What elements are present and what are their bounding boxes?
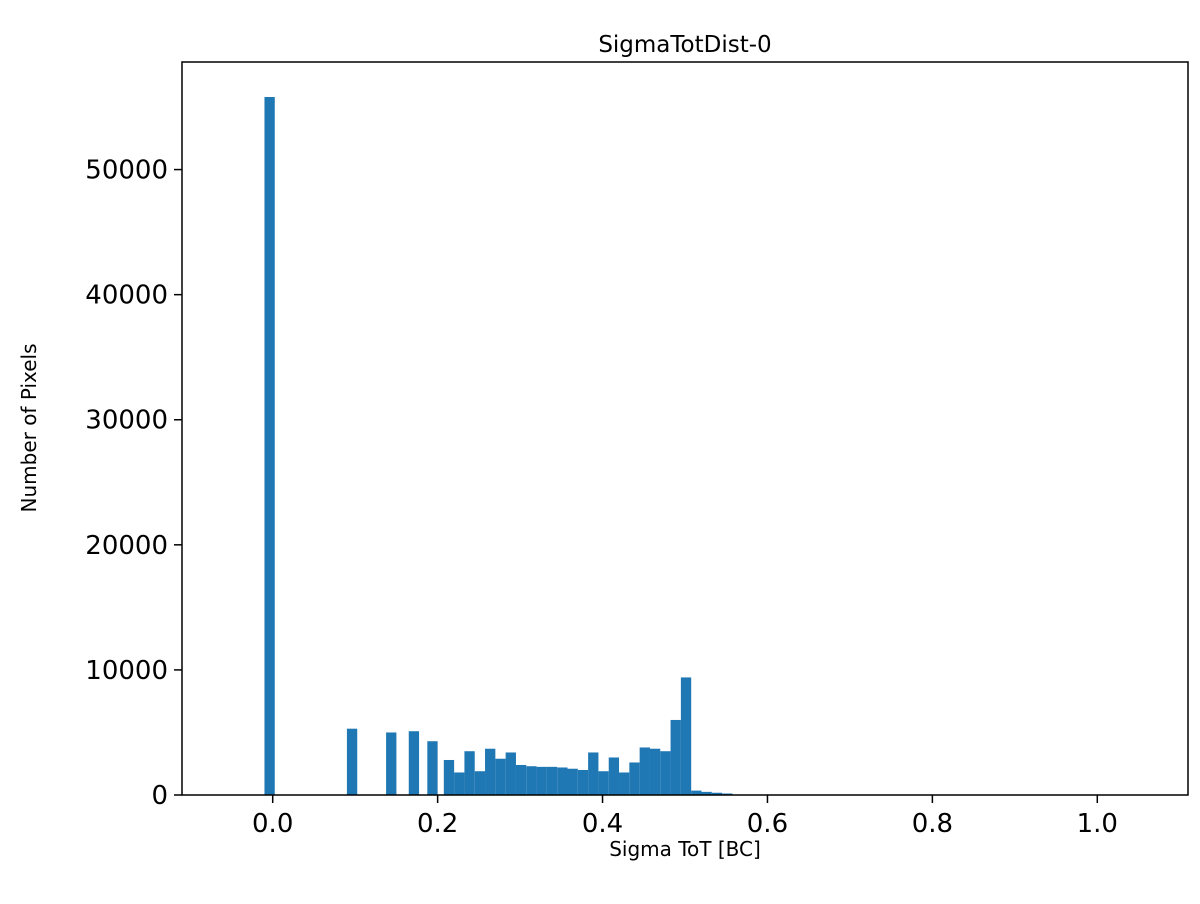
histogram-bar: [536, 766, 547, 795]
histogram-bar: [515, 764, 527, 795]
histogram-bar: [505, 752, 516, 795]
x-tick-label: 0.0: [252, 809, 293, 839]
histogram-bar: [408, 731, 420, 795]
y-tick-label: 10000: [85, 656, 168, 686]
y-tick-label: 20000: [85, 531, 168, 561]
histogram-bar: [485, 748, 496, 795]
histogram-bar: [454, 772, 465, 795]
y-tick-label: 0: [151, 781, 168, 811]
histogram-bar: [557, 767, 568, 795]
histogram-bar: [567, 768, 578, 795]
histogram-bar: [577, 769, 589, 795]
y-tick-label: 50000: [85, 156, 168, 186]
histogram-bar: [670, 719, 681, 795]
histogram-bar: [639, 747, 650, 795]
histogram-bar: [588, 752, 599, 795]
y-tick-label: 30000: [85, 406, 168, 436]
histogram-bar: [546, 766, 558, 795]
histogram-bar: [691, 790, 702, 795]
histogram-bar: [474, 771, 486, 795]
x-tick-label: 0.4: [582, 809, 623, 839]
x-tick-label: 0.6: [747, 809, 788, 839]
chart-title: SigmaTotDist-0: [598, 32, 771, 58]
histogram-bar: [649, 748, 661, 795]
histogram-bar: [386, 732, 397, 795]
axes-frame: [181, 61, 1189, 796]
histogram-bar: [264, 97, 275, 795]
histogram-bar: [680, 677, 692, 795]
histogram-bar: [619, 772, 630, 795]
y-axis-label: Number of Pixels: [17, 343, 41, 512]
y-axis-ticks: 0 10000 20000 30000 40000 50000: [85, 156, 182, 811]
histogram-bar: [495, 758, 506, 795]
histogram-bar: [608, 757, 620, 795]
x-tick-label: 1.0: [1077, 809, 1118, 839]
x-axis-ticks: 0.0 0.2 0.4 0.6 0.8 1.0: [252, 795, 1118, 839]
histogram-bar: [526, 766, 537, 795]
x-axis-label: Sigma ToT [BC]: [609, 837, 761, 861]
histogram-bar: [660, 751, 671, 795]
x-tick-label: 0.8: [912, 809, 953, 839]
histogram-bar: [701, 791, 712, 795]
histogram-bar: [711, 792, 723, 795]
bars-group: [264, 97, 733, 795]
x-tick-label: 0.2: [417, 809, 458, 839]
histogram-bar: [443, 759, 455, 795]
histogram-bar: [346, 728, 358, 795]
histogram-bar: [629, 762, 640, 795]
histogram-bar: [464, 751, 475, 795]
histogram-bar: [598, 771, 609, 795]
histogram-bar: [427, 741, 438, 795]
y-tick-label: 40000: [85, 281, 168, 311]
